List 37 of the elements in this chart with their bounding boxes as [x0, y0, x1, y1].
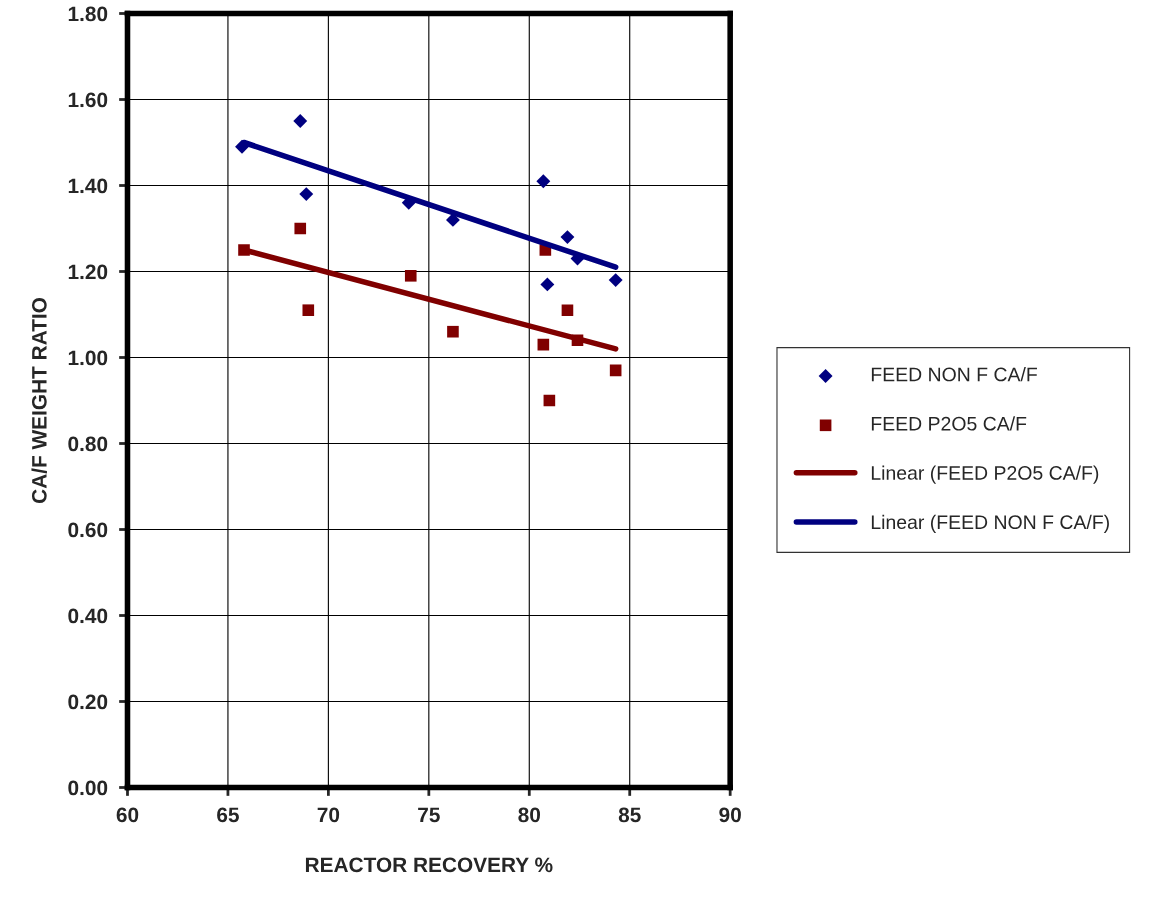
point — [302, 304, 315, 317]
point — [609, 364, 622, 377]
x-tick-label: 85 — [618, 807, 641, 823]
x-tick-label: 75 — [418, 807, 440, 823]
y-tick-label: 0.40 — [68, 608, 108, 624]
y-tick-label: 1.80 — [68, 6, 108, 22]
point — [299, 187, 314, 202]
point — [293, 114, 308, 128]
x-axis-title: REACTOR RECOVERY % — [305, 857, 553, 873]
point — [543, 394, 556, 407]
y-tick-label: 0.80 — [68, 436, 108, 452]
legend-label: FEED P2O5 CA/F — [871, 416, 1027, 431]
x-tick-label: 65 — [217, 807, 239, 823]
y-tick-label: 0.60 — [68, 522, 108, 538]
point — [537, 338, 550, 351]
point — [447, 325, 459, 338]
point — [608, 273, 623, 288]
point — [404, 269, 417, 282]
y-tick-label: 0.20 — [68, 694, 108, 710]
x-tick-label: 70 — [317, 807, 340, 823]
y-tick-label: 1.40 — [68, 178, 108, 194]
x-tick-label: 80 — [518, 807, 541, 823]
y-tick-label: 1.20 — [68, 264, 108, 280]
point — [540, 277, 555, 292]
legend-label: Linear (FEED P2O5 CA/F) — [871, 465, 1099, 484]
legend-label: FEED NON F CA/F — [871, 367, 1037, 382]
y-tick-label: 1.60 — [68, 92, 108, 108]
legend-label: Linear (FEED NON F CA/F) — [871, 514, 1109, 533]
y-axis-title: CA/F WEIGHT RATIO — [31, 297, 47, 504]
point — [560, 230, 575, 245]
x-tick-label: 90 — [719, 807, 741, 823]
point — [561, 304, 574, 317]
x-tick-label: 60 — [116, 807, 139, 823]
y-tick-label: 1.00 — [68, 350, 108, 366]
point — [536, 174, 551, 189]
y-tick-label: 0.00 — [68, 780, 108, 796]
point — [294, 222, 307, 235]
